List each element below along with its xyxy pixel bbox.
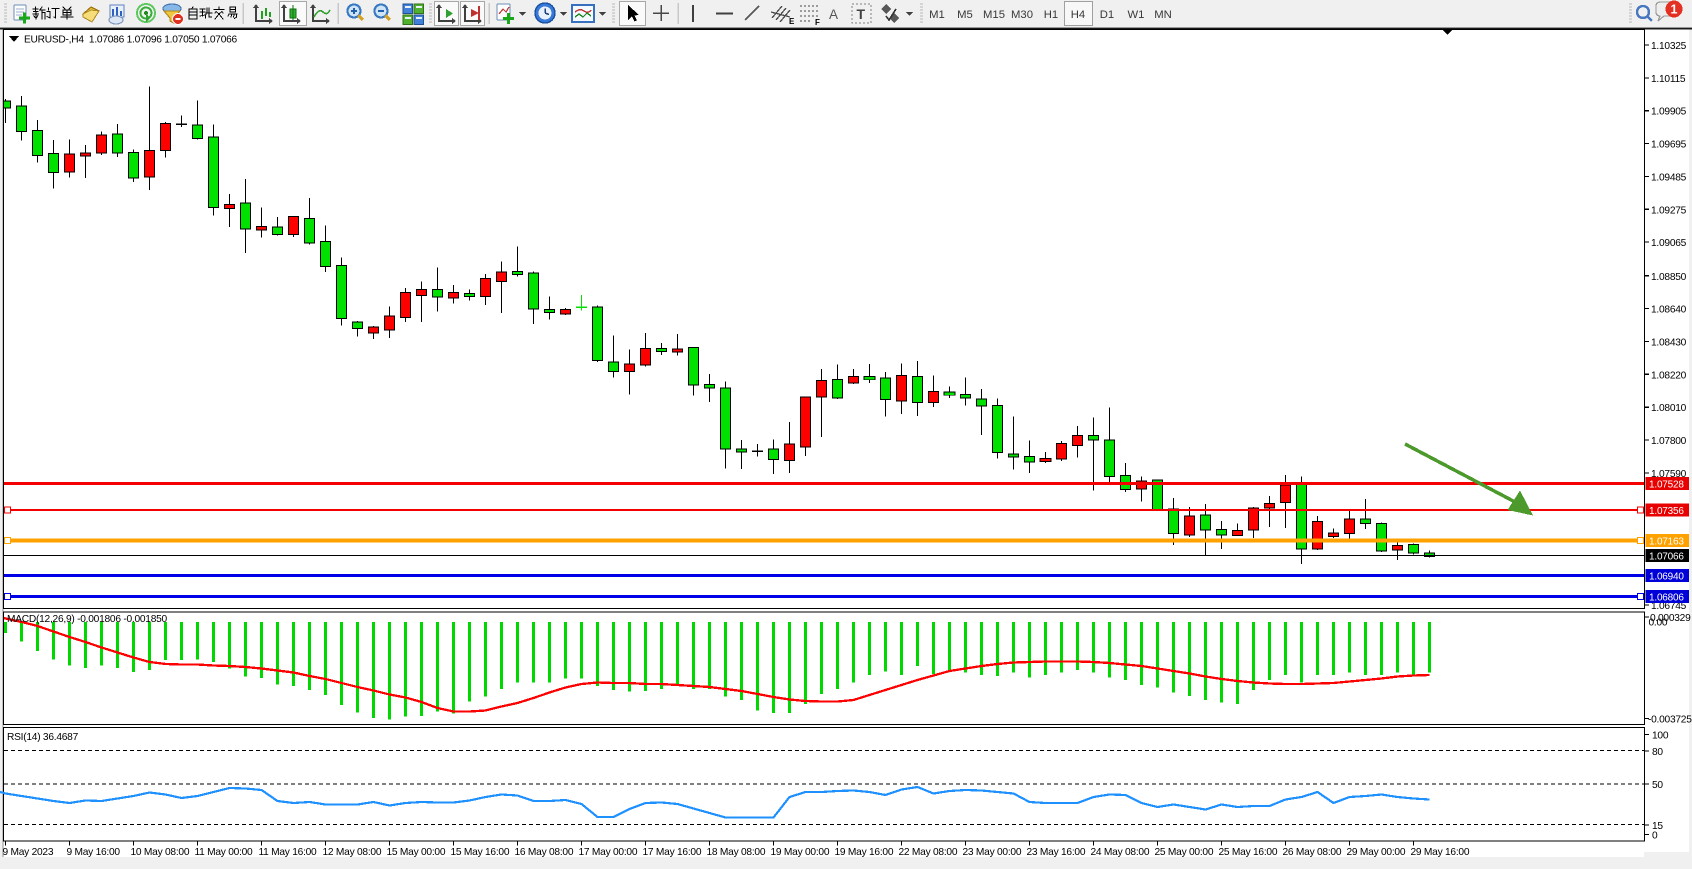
svg-text:T: T	[857, 6, 866, 22]
svg-text:M5: M5	[957, 9, 973, 21]
svg-text:1.08010: 1.08010	[1651, 403, 1687, 414]
svg-text:1.06940: 1.06940	[1649, 572, 1684, 583]
svg-text:29 May 16:00: 29 May 16:00	[1411, 847, 1470, 858]
svg-text:RSI(14) 36.4687: RSI(14) 36.4687	[7, 732, 79, 743]
svg-text:1.08850: 1.08850	[1651, 272, 1687, 283]
svg-text:16 May 08:00: 16 May 08:00	[515, 847, 574, 858]
svg-text:24 May 08:00: 24 May 08:00	[1091, 847, 1150, 858]
svg-text:W1: W1	[1128, 9, 1145, 21]
svg-text:1.10115: 1.10115	[1651, 74, 1686, 85]
svg-text:26 May 08:00: 26 May 08:00	[1283, 847, 1342, 858]
svg-text:EURUSD-,H4 1.07086 1.07096 1.: EURUSD-,H4 1.07086 1.07096 1.07050 1.070…	[24, 35, 238, 46]
svg-text:1: 1	[1671, 3, 1678, 17]
svg-text:F: F	[815, 18, 820, 27]
svg-text:15 May 16:00: 15 May 16:00	[451, 847, 510, 858]
svg-text:M15: M15	[983, 9, 1005, 21]
svg-text:17 May 00:00: 17 May 00:00	[579, 847, 638, 858]
svg-text:0: 0	[1652, 831, 1658, 842]
svg-text:1.08220: 1.08220	[1651, 370, 1687, 381]
svg-text:1.08640: 1.08640	[1651, 305, 1687, 316]
svg-text:0.000329: 0.000329	[1650, 613, 1691, 624]
svg-text:M1: M1	[929, 9, 945, 21]
svg-text:18 May 08:00: 18 May 08:00	[707, 847, 766, 858]
svg-text:1.07163: 1.07163	[1649, 537, 1684, 548]
svg-text:9 May 2023: 9 May 2023	[3, 847, 54, 858]
svg-text:50: 50	[1652, 780, 1663, 791]
svg-text:M30: M30	[1011, 9, 1033, 21]
svg-text:25 May 00:00: 25 May 00:00	[1155, 847, 1214, 858]
svg-text:10 May 08:00: 10 May 08:00	[131, 847, 190, 858]
svg-text:1.10325: 1.10325	[1651, 41, 1687, 52]
svg-text:19 May 16:00: 19 May 16:00	[835, 847, 894, 858]
svg-text:1.09065: 1.09065	[1651, 238, 1687, 249]
svg-text:1.07528: 1.07528	[1649, 480, 1684, 491]
svg-text:80: 80	[1652, 747, 1663, 758]
svg-text:H4: H4	[1071, 9, 1085, 21]
svg-text:11 May 00:00: 11 May 00:00	[195, 847, 254, 858]
svg-text:1.06806: 1.06806	[1649, 593, 1684, 604]
svg-text:1.08430: 1.08430	[1651, 338, 1687, 349]
svg-text:25 May 16:00: 25 May 16:00	[1219, 847, 1278, 858]
svg-text:15: 15	[1652, 821, 1663, 832]
svg-text:MACD(12,26,9) -0.001806 -0.001: MACD(12,26,9) -0.001806 -0.001850	[7, 614, 168, 625]
svg-text:D1: D1	[1100, 9, 1114, 21]
svg-text:19 May 00:00: 19 May 00:00	[771, 847, 830, 858]
svg-text:1.09275: 1.09275	[1651, 205, 1687, 216]
svg-text:23 May 16:00: 23 May 16:00	[1027, 847, 1086, 858]
svg-text:1.07356: 1.07356	[1649, 506, 1684, 517]
svg-text:1.09485: 1.09485	[1651, 172, 1687, 183]
svg-text:MN: MN	[1154, 9, 1172, 21]
svg-text:H1: H1	[1044, 9, 1058, 21]
svg-text:-0.003725: -0.003725	[1648, 715, 1692, 726]
svg-text:9 May 16:00: 9 May 16:00	[67, 847, 121, 858]
svg-text:1.09695: 1.09695	[1651, 140, 1687, 151]
svg-text:29 May 00:00: 29 May 00:00	[1347, 847, 1406, 858]
svg-text:23 May 00:00: 23 May 00:00	[963, 847, 1022, 858]
svg-text:17 May 16:00: 17 May 16:00	[643, 847, 702, 858]
svg-text:11 May 16:00: 11 May 16:00	[259, 847, 318, 858]
svg-text:15 May 00:00: 15 May 00:00	[387, 847, 446, 858]
svg-text:E: E	[789, 17, 795, 26]
svg-text:1.07590: 1.07590	[1651, 469, 1687, 480]
svg-text:0.00: 0.00	[1649, 618, 1668, 629]
svg-text:22 May 08:00: 22 May 08:00	[899, 847, 958, 858]
svg-text:1.07066: 1.07066	[1649, 552, 1684, 563]
svg-text:1.09905: 1.09905	[1651, 107, 1687, 118]
svg-text:A: A	[829, 7, 838, 22]
svg-text:1.07800: 1.07800	[1651, 436, 1687, 447]
svg-text:100: 100	[1652, 731, 1669, 742]
svg-text:1.06745: 1.06745	[1651, 601, 1687, 612]
svg-text:12 May 08:00: 12 May 08:00	[323, 847, 382, 858]
